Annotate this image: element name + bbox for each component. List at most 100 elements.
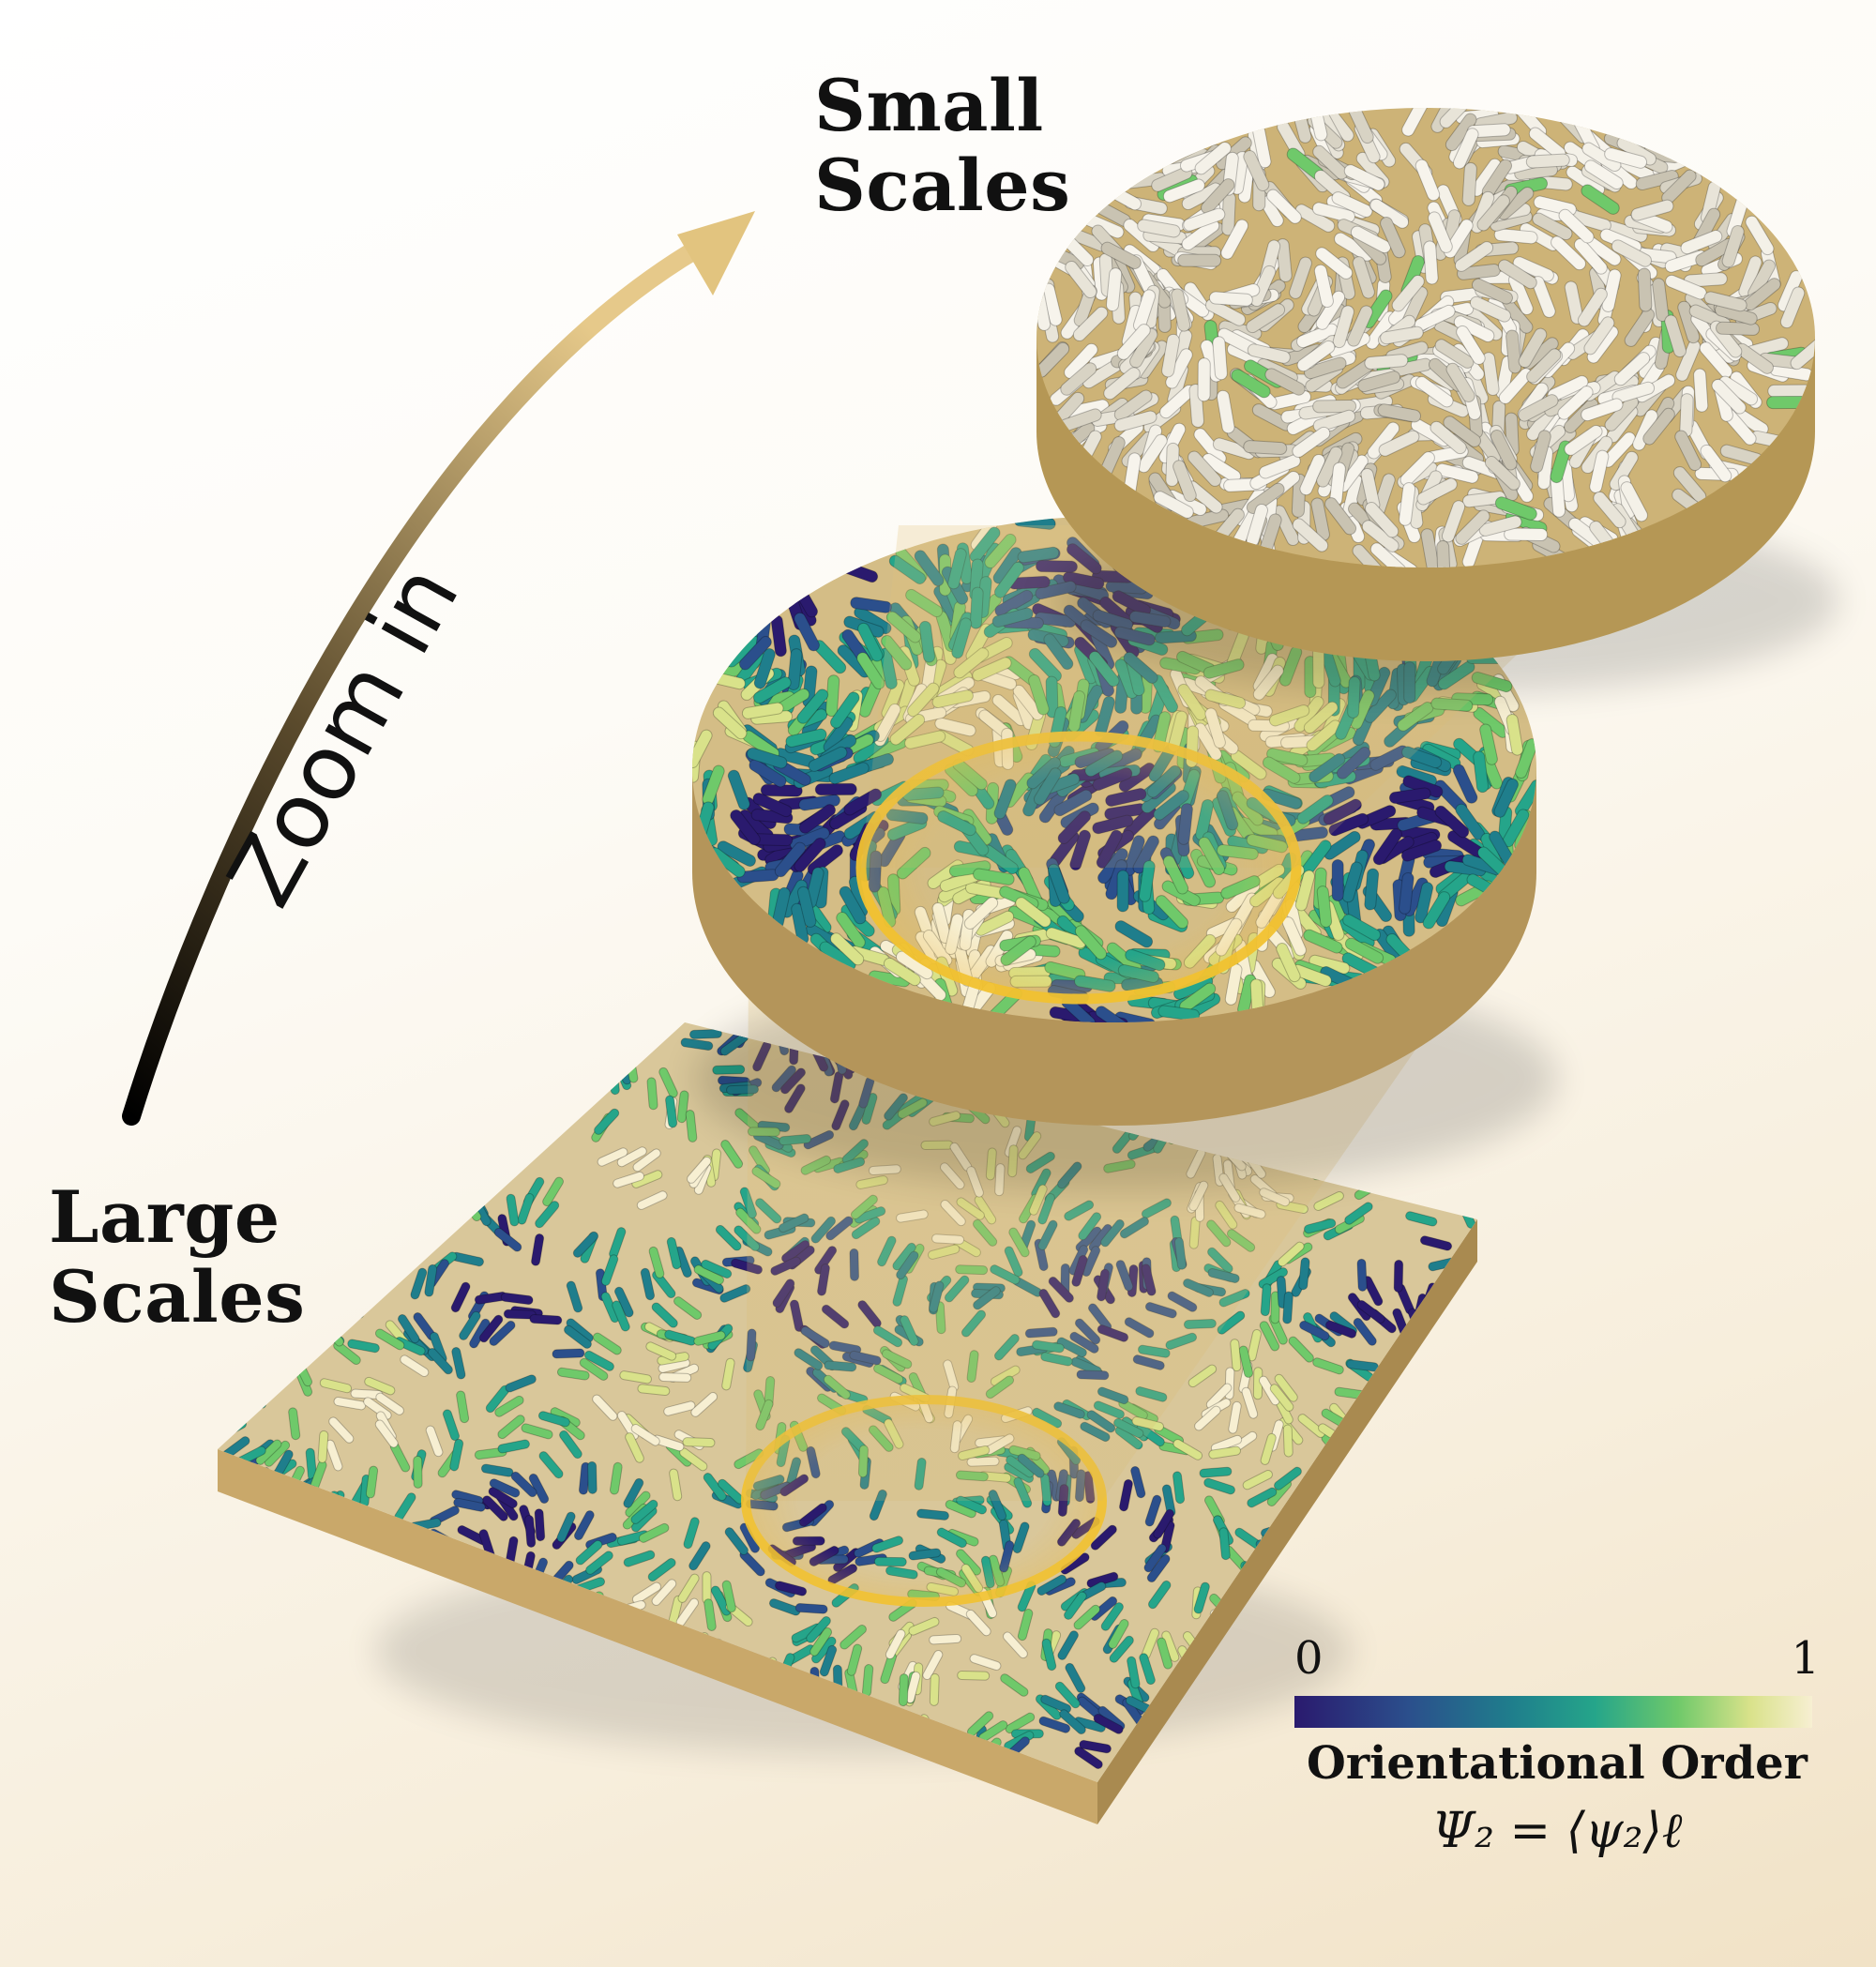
- rod: [1443, 416, 1482, 447]
- rod: [486, 1022, 508, 1050]
- rod: [1153, 491, 1194, 519]
- rod: [1247, 1740, 1264, 1773]
- rod: [630, 1424, 660, 1446]
- rod: [336, 1716, 363, 1742]
- rod: [1292, 426, 1331, 459]
- rod: [250, 1075, 284, 1091]
- rod: [1113, 410, 1157, 432]
- rod: [422, 1723, 442, 1755]
- rod: [1109, 1635, 1134, 1663]
- rod: [1005, 1712, 1036, 1734]
- rod: [1218, 1751, 1241, 1781]
- rod: [283, 1529, 316, 1544]
- rod: [493, 1052, 526, 1067]
- rod: [220, 1520, 244, 1549]
- rod: [1057, 1630, 1079, 1660]
- rod: [1181, 219, 1220, 251]
- rod: [1276, 238, 1293, 282]
- rod: [1478, 515, 1522, 537]
- rod: [1266, 189, 1302, 224]
- rod: [1460, 1415, 1477, 1445]
- rod: [346, 1232, 369, 1262]
- rod: [1674, 430, 1702, 472]
- rod: [1276, 943, 1301, 983]
- rod: [507, 1039, 541, 1053]
- rod: [637, 1384, 671, 1396]
- rod: [334, 1055, 345, 1089]
- rod: [840, 1625, 867, 1650]
- rod: [1415, 1422, 1426, 1456]
- rod: [630, 1499, 658, 1524]
- rod: [218, 1654, 237, 1675]
- rod: [1365, 501, 1399, 538]
- rod: [291, 1656, 318, 1682]
- rod: [459, 1099, 489, 1121]
- rod: [256, 1516, 282, 1544]
- rod: [1116, 324, 1151, 360]
- rod: [325, 1056, 341, 1089]
- rod: [600, 1254, 619, 1286]
- rod: [676, 1752, 710, 1766]
- rod: [1269, 1384, 1294, 1412]
- rod: [863, 1756, 895, 1776]
- rod: [1434, 805, 1470, 839]
- rod: [1416, 477, 1458, 506]
- rod: [1721, 224, 1745, 268]
- rod: [509, 1097, 524, 1130]
- rod: [1441, 1163, 1469, 1188]
- rod: [1382, 1577, 1415, 1594]
- rod: [407, 1701, 432, 1729]
- rod: [1449, 1368, 1463, 1401]
- rod: [690, 1392, 719, 1417]
- rod: [1100, 241, 1142, 269]
- rod: [484, 1722, 511, 1749]
- rod: [1452, 128, 1479, 170]
- rod: [573, 1510, 595, 1541]
- rod: [1624, 308, 1656, 347]
- rod: [1422, 891, 1451, 930]
- rod: [244, 1753, 265, 1782]
- rod: [410, 1267, 428, 1300]
- rod: [1264, 368, 1306, 396]
- rod: [746, 747, 788, 769]
- rod: [717, 840, 756, 867]
- rod: [1288, 1336, 1314, 1363]
- rod: [370, 1126, 401, 1145]
- rod: [1504, 527, 1549, 541]
- rod: [577, 1067, 592, 1099]
- rod: [252, 1350, 270, 1383]
- rod: [222, 1718, 253, 1740]
- rod: [1299, 1580, 1333, 1591]
- rod: [1220, 219, 1249, 260]
- rod: [219, 1584, 238, 1616]
- rod: [454, 1022, 468, 1045]
- large-scales-line1: Large: [49, 1175, 280, 1259]
- rod: [1297, 1414, 1325, 1438]
- rod: [397, 1121, 430, 1140]
- rod: [839, 885, 867, 925]
- rod: [1530, 430, 1551, 474]
- rod: [1453, 315, 1495, 342]
- rod: [648, 1246, 665, 1279]
- rod: [449, 1438, 464, 1472]
- rod: [1380, 325, 1424, 345]
- rod: [1065, 260, 1097, 299]
- rod: [1172, 1471, 1186, 1505]
- rod: [218, 1745, 239, 1768]
- rod: [1399, 482, 1416, 526]
- rod: [957, 1671, 991, 1681]
- rod: [545, 1039, 570, 1068]
- rod: [306, 1562, 340, 1573]
- rod: [1361, 1507, 1391, 1530]
- rod: [1172, 1439, 1203, 1460]
- rod: [1493, 778, 1519, 818]
- rod: [304, 1597, 337, 1617]
- rod: [379, 1252, 393, 1286]
- rod: [1356, 1258, 1368, 1292]
- rod: [538, 1451, 564, 1479]
- rod: [1246, 303, 1286, 334]
- rod: [1479, 723, 1498, 765]
- rod: [752, 676, 792, 704]
- rod: [325, 1439, 343, 1472]
- rod: [365, 1705, 391, 1733]
